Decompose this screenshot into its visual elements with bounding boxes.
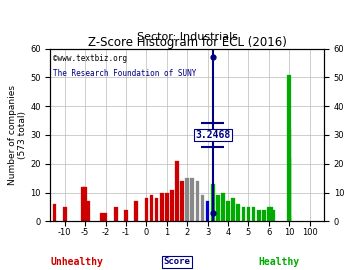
Bar <box>247 207 250 221</box>
Bar <box>231 198 235 221</box>
Bar <box>252 207 255 221</box>
Bar <box>100 213 104 221</box>
Bar <box>190 178 194 221</box>
Bar <box>175 161 179 221</box>
Bar <box>165 193 168 221</box>
Title: Z-Score Histogram for ECL (2016): Z-Score Histogram for ECL (2016) <box>88 36 287 49</box>
Bar <box>257 210 261 221</box>
Bar <box>287 75 291 221</box>
Y-axis label: Number of companies
(573 total): Number of companies (573 total) <box>8 85 27 185</box>
Text: Sector: Industrials: Sector: Industrials <box>137 32 238 42</box>
Text: 3.2468: 3.2468 <box>195 130 230 140</box>
Bar <box>270 207 273 221</box>
Bar <box>155 198 158 221</box>
Bar <box>160 193 163 221</box>
Bar <box>211 184 215 221</box>
Bar <box>216 195 220 221</box>
Bar <box>150 195 153 221</box>
Text: Healthy: Healthy <box>258 257 300 267</box>
Text: Unhealthy: Unhealthy <box>50 257 103 267</box>
Bar <box>237 204 240 221</box>
Bar <box>201 195 204 221</box>
Bar <box>268 210 272 221</box>
Bar <box>170 190 174 221</box>
Bar <box>134 201 138 221</box>
Bar <box>226 201 230 221</box>
Bar <box>114 207 118 221</box>
Bar <box>124 210 128 221</box>
Bar <box>83 187 87 221</box>
Text: Score: Score <box>163 257 190 266</box>
Bar <box>81 187 85 221</box>
Bar <box>53 204 56 221</box>
Text: ©www.textbiz.org: ©www.textbiz.org <box>53 54 127 63</box>
Bar <box>271 210 275 221</box>
Bar <box>288 158 291 221</box>
Bar <box>206 201 210 221</box>
Bar <box>288 216 292 221</box>
Bar <box>262 210 266 221</box>
Text: The Research Foundation of SUNY: The Research Foundation of SUNY <box>53 69 197 78</box>
Bar <box>87 201 90 221</box>
Bar <box>288 129 291 221</box>
Bar <box>195 181 199 221</box>
Bar <box>180 181 184 221</box>
Bar <box>267 207 271 221</box>
Bar <box>104 213 107 221</box>
Bar <box>221 193 225 221</box>
Bar <box>185 178 189 221</box>
Bar <box>242 207 245 221</box>
Bar <box>144 198 148 221</box>
Bar <box>63 207 67 221</box>
